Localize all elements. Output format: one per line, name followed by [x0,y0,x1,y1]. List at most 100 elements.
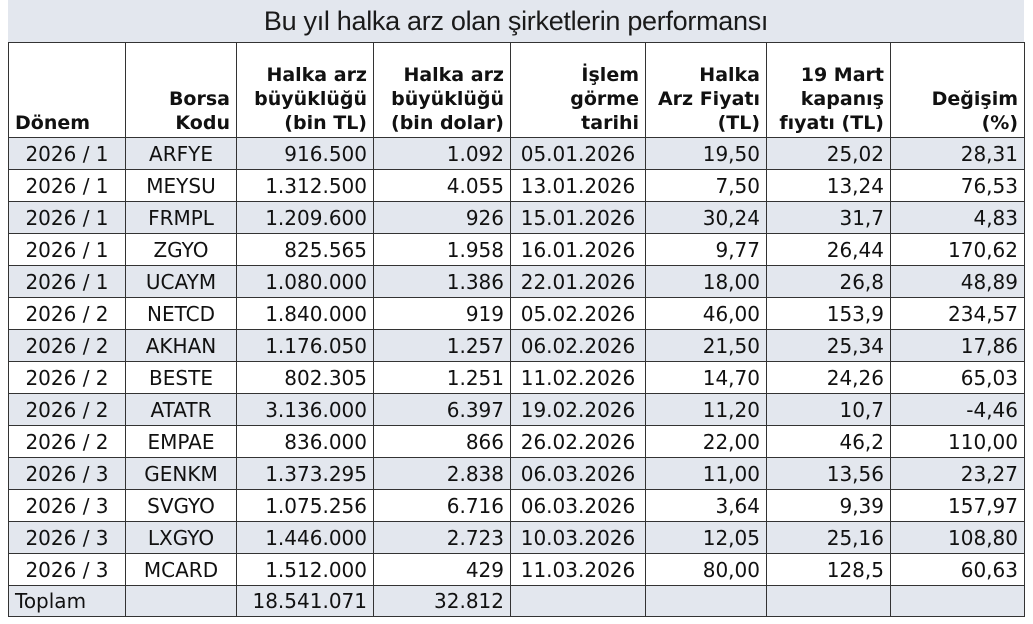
borsa-kodu-cell: SVGYO [125,489,237,522]
islem-tarihi-cell: 05.02.2026 [510,297,646,330]
kapanis-fiyati-cell: 128,5 [766,553,891,586]
buyukluk-dolar-cell: 866 [373,425,511,458]
borsa-kodu-cell: AKHAN [125,329,237,362]
header-borsa-kodu: Borsa Kodu [125,42,237,138]
halka-arz-fiyati-cell: 12,05 [645,521,767,554]
buyukluk-dolar-cell: 919 [373,297,511,330]
buyukluk-dolar-cell: 429 [373,553,511,586]
borsa-kodu-cell: ATATR [125,393,237,426]
header-line: fıyatı (TL) [779,112,884,134]
buyukluk-tl-cell: 1.312.500 [236,169,374,202]
halka-arz-fiyati-cell: 80,00 [645,553,767,586]
header-donem: Dönem [8,42,126,138]
degisim-cell: 76,53 [890,169,1025,202]
table-body: 2026 / 1 ARFYE 916.500 1.092 05.01.2026 19,50… [8,137,1025,617]
halka-arz-fiyati-cell: 21,50 [645,329,767,362]
islem-tarihi-cell: 10.03.2026 [510,521,646,554]
ipo-table: Dönem Borsa Kodu Halka arz büyüklüğü (bin T… [8,42,1025,617]
borsa-kodu-cell: LXGYO [125,521,237,554]
donem-cell: 2026 / 1 [8,265,126,298]
header-line: tarihi [581,112,639,134]
buyukluk-tl-cell: 825.565 [236,233,374,266]
header-islem-tarihi: İşlem görme tarihi [510,42,646,138]
borsa-kodu-cell: ZGYO [125,233,237,266]
table-row: 2026 / 2 ATATR 3.136.000 6.397 19.02.2026 11,… [8,393,1025,426]
table-row: 2026 / 1 FRMPL 1.209.600 926 15.01.2026 30,24… [8,201,1025,234]
buyukluk-tl-cell: 802.305 [236,361,374,394]
islem-tarihi-cell: 06.03.2026 [510,489,646,522]
buyukluk-tl-cell: 1.176.050 [236,329,374,362]
islem-tarihi-cell: 16.01.2026 [510,233,646,266]
header-line: Borsa [168,88,230,110]
header-line: (bin dolar) [391,112,504,134]
donem-cell: 2026 / 1 [8,201,126,234]
donem-cell: 2026 / 2 [8,329,126,362]
buyukluk-tl-cell: 1.840.000 [236,297,374,330]
total-empty [645,585,767,617]
buyukluk-tl-cell: 1.512.000 [236,553,374,586]
kapanis-fiyati-cell: 13,24 [766,169,891,202]
donem-cell: 2026 / 3 [8,521,126,554]
islem-tarihi-cell: 22.01.2026 [510,265,646,298]
islem-tarihi-cell: 05.01.2026 [510,137,646,170]
kapanis-fiyati-cell: 24,26 [766,361,891,394]
donem-cell: 2026 / 2 [8,297,126,330]
degisim-cell: 23,27 [890,457,1025,490]
degisim-cell: 17,86 [890,329,1025,362]
buyukluk-tl-cell: 1.373.295 [236,457,374,490]
header-line: görme [570,88,639,110]
degisim-cell: -4,46 [890,393,1025,426]
kapanis-fiyati-cell: 9,39 [766,489,891,522]
buyukluk-dolar-cell: 6.397 [373,393,511,426]
degisim-cell: 110,00 [890,425,1025,458]
table-row: 2026 / 3 LXGYO 1.446.000 2.723 10.03.2026 12,… [8,521,1025,554]
kapanis-fiyati-cell: 13,56 [766,457,891,490]
degisim-cell: 170,62 [890,233,1025,266]
islem-tarihi-cell: 06.03.2026 [510,457,646,490]
total-label: Toplam [8,585,126,617]
degisim-cell: 48,89 [890,265,1025,298]
table-row: 2026 / 2 NETCD 1.840.000 919 05.02.2026 46,00… [8,297,1025,330]
header-halka-arz-fiyati: Halka Arz Fiyatı (TL) [645,42,767,138]
islem-tarihi-cell: 11.02.2026 [510,361,646,394]
halka-arz-fiyati-cell: 14,70 [645,361,767,394]
borsa-kodu-cell: MCARD [125,553,237,586]
borsa-kodu-cell: NETCD [125,297,237,330]
islem-tarihi-cell: 13.01.2026 [510,169,646,202]
kapanis-fiyati-cell: 25,16 [766,521,891,554]
header-buyukluk-tl: Halka arz büyüklüğü (bin TL) [236,42,374,138]
header-line: Halka arz [266,64,367,86]
donem-cell: 2026 / 1 [8,233,126,266]
borsa-kodu-cell: BESTE [125,361,237,394]
total-empty [766,585,891,617]
buyukluk-tl-cell: 1.080.000 [236,265,374,298]
halka-arz-fiyati-cell: 9,77 [645,233,767,266]
degisim-cell: 157,97 [890,489,1025,522]
donem-cell: 2026 / 3 [8,457,126,490]
table-title: Bu yıl halka arz olan şirketlerin perfor… [8,0,1024,42]
borsa-kodu-cell: UCAYM [125,265,237,298]
donem-cell: 2026 / 2 [8,361,126,394]
header-line: (bin TL) [284,112,367,134]
donem-cell: 2026 / 1 [8,137,126,170]
buyukluk-dolar-cell: 926 [373,201,511,234]
table-row: 2026 / 1 ZGYO 825.565 1.958 16.01.2026 9,77 26… [8,233,1025,266]
borsa-kodu-cell: GENKM [125,457,237,490]
kapanis-fiyati-cell: 26,8 [766,265,891,298]
borsa-kodu-cell: MEYSU [125,169,237,202]
buyukluk-dolar-cell: 1.257 [373,329,511,362]
donem-cell: 2026 / 3 [8,489,126,522]
total-row: Toplam 18.541.071 32.812 [8,585,1025,617]
buyukluk-tl-cell: 916.500 [236,137,374,170]
total-empty [125,585,237,617]
kapanis-fiyati-cell: 26,44 [766,233,891,266]
buyukluk-dolar-cell: 1.092 [373,137,511,170]
table-row: 2026 / 1 UCAYM 1.080.000 1.386 22.01.2026 18,… [8,265,1025,298]
halka-arz-fiyati-cell: 7,50 [645,169,767,202]
kapanis-fiyati-cell: 25,02 [766,137,891,170]
buyukluk-dolar-cell: 6.716 [373,489,511,522]
donem-cell: 2026 / 3 [8,553,126,586]
degisim-cell: 4,83 [890,201,1025,234]
borsa-kodu-cell: EMPAE [125,425,237,458]
